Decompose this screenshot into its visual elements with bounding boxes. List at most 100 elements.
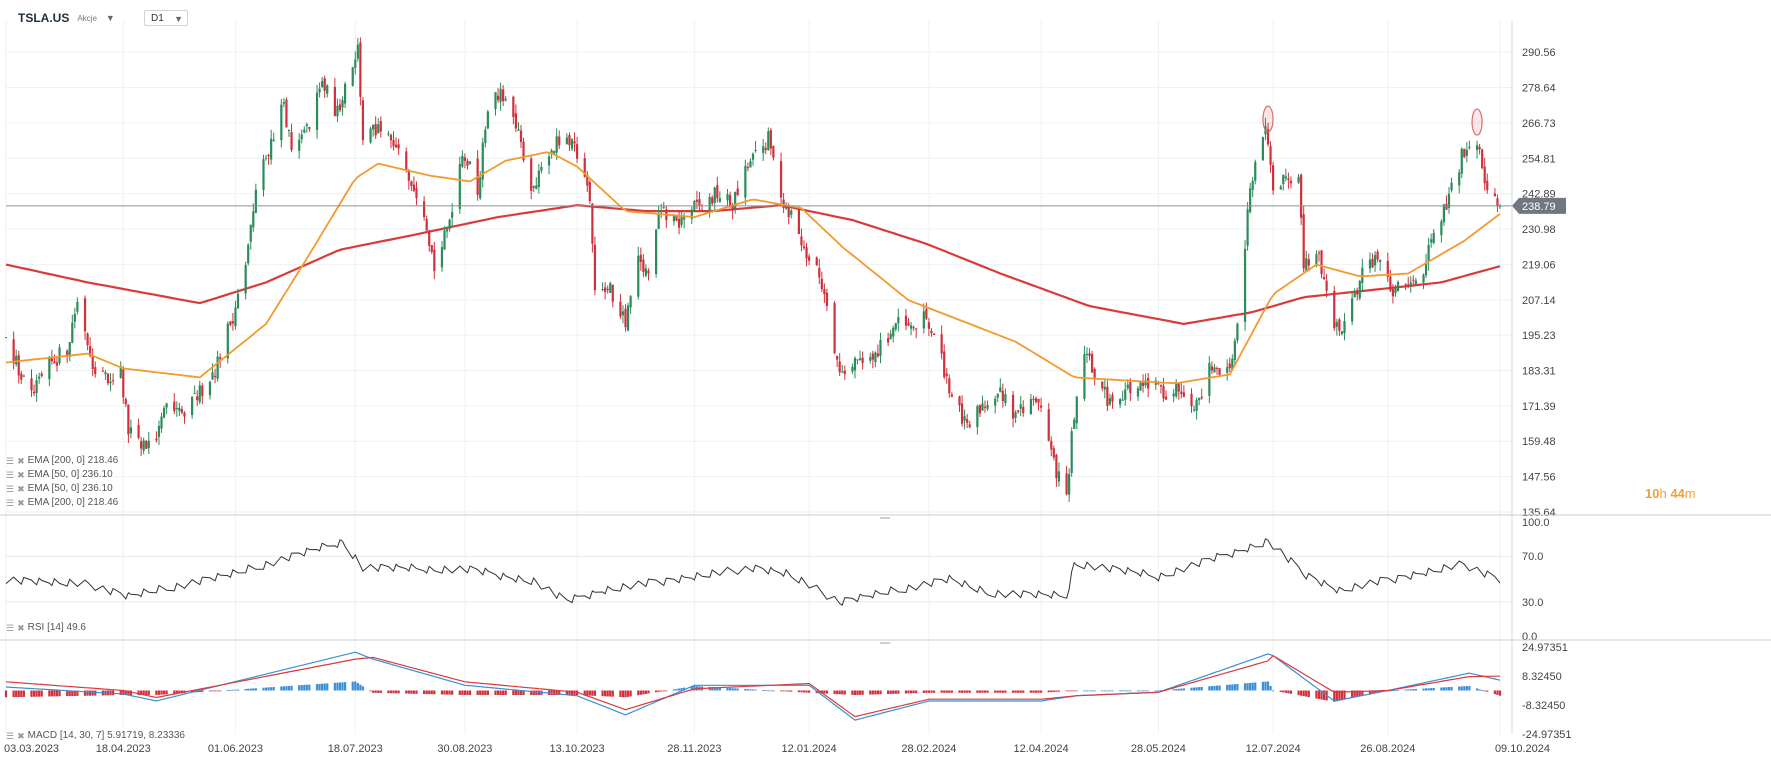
macd-histogram-bar: [1432, 687, 1435, 691]
candle-body: [522, 141, 525, 161]
macd-histogram-bar: [351, 681, 354, 691]
candle-body: [532, 185, 535, 188]
macd-histogram-bar: [213, 690, 217, 692]
macd-histogram-bar: [734, 688, 737, 691]
candle-body: [89, 346, 92, 356]
candle-body: [772, 146, 775, 158]
candle-body: [55, 362, 59, 366]
candle-body: [535, 185, 538, 189]
candle-body: [573, 141, 576, 144]
macd-histogram-bar: [1001, 690, 1004, 693]
candle-body: [785, 207, 788, 209]
candle-body: [853, 357, 857, 371]
macd-histogram-bar: [387, 690, 390, 694]
macd-histogram-bar: [907, 690, 910, 694]
legend-item[interactable]: ☰ ✖ EMA [50, 0] 236.10: [6, 468, 118, 482]
price-tick-label: 230.98: [1522, 224, 1556, 236]
candle-body: [565, 137, 568, 145]
candle-body: [1121, 399, 1124, 401]
candle-body: [280, 104, 283, 141]
macd-histogram-bar: [1157, 690, 1160, 692]
macd-histogram-bar: [925, 690, 928, 693]
countdown-h-unit: h: [1659, 486, 1667, 501]
candle-body: [1353, 292, 1356, 298]
candle-body: [451, 212, 454, 218]
candle-body: [1282, 174, 1285, 185]
candle-body: [1085, 353, 1089, 356]
macd-histogram-bar: [234, 689, 237, 691]
chevron-down-icon[interactable]: ▼: [105, 13, 115, 23]
macd-histogram-bar: [315, 684, 319, 691]
timeframe-select[interactable]: D1 ▼: [144, 10, 188, 26]
menu-icon[interactable]: ☰: [6, 456, 15, 466]
close-icon[interactable]: ✖: [17, 470, 25, 480]
legend-item[interactable]: ☰ ✖ EMA [200, 0] 218.46: [6, 454, 118, 468]
candle-body: [1157, 382, 1160, 384]
date-tick-label: 01.06.2023: [208, 743, 263, 755]
macd-histogram-bar: [966, 690, 969, 693]
macd-histogram-bar: [440, 690, 444, 695]
macd-histogram-bar: [1404, 689, 1407, 691]
menu-icon[interactable]: ☰: [6, 470, 15, 480]
macd-histogram-bar: [208, 690, 212, 692]
macd-histogram-bar: [1172, 689, 1175, 691]
close-icon[interactable]: ✖: [17, 456, 25, 466]
menu-icon[interactable]: ☰: [6, 623, 15, 633]
macd-histogram-bar: [915, 690, 918, 694]
macd-histogram-bar: [155, 690, 158, 696]
rsi-legend[interactable]: ☰ ✖ RSI [14] 49.6: [6, 621, 86, 635]
close-icon[interactable]: ✖: [17, 623, 25, 633]
menu-icon[interactable]: ☰: [6, 484, 15, 494]
macd-histogram-bar: [1427, 688, 1430, 691]
legend-text: EMA [200, 0] 218.46: [27, 455, 119, 466]
macd-histogram-bar: [1475, 688, 1479, 691]
macd-histogram-bar: [305, 684, 308, 691]
candle-body: [1243, 248, 1247, 322]
menu-icon[interactable]: ☰: [6, 498, 15, 508]
legend-item[interactable]: ☰ ✖ EMA [50, 0] 236.10: [6, 482, 118, 496]
macd-histogram-bar: [1440, 687, 1443, 691]
macd-histogram-bar: [231, 689, 235, 691]
candle-body: [790, 210, 793, 215]
candle-body: [1126, 384, 1129, 389]
candle-body: [35, 380, 38, 394]
instrument-header[interactable]: TSLA.US Akcje ▼: [18, 10, 115, 26]
price-tick-label: 254.81: [1522, 153, 1556, 165]
candle-body: [593, 244, 597, 291]
close-icon[interactable]: ✖: [17, 484, 25, 494]
macd-histogram-bar: [1057, 690, 1061, 692]
macd-histogram-bar: [359, 684, 362, 691]
candle-body: [165, 403, 168, 408]
countdown-minutes: 44: [1670, 486, 1685, 501]
price-tick-label: 171.39: [1522, 401, 1556, 413]
candle-body: [1175, 382, 1178, 397]
candle-body: [17, 355, 20, 376]
candle-body: [1198, 398, 1201, 401]
macd-histogram-bar: [1192, 687, 1196, 691]
candle-body: [754, 149, 757, 151]
candle-body: [1004, 394, 1007, 404]
candle-body: [270, 138, 273, 160]
legend-item[interactable]: ☰ ✖ EMA [200, 0] 218.46: [6, 496, 118, 510]
menu-icon[interactable]: ☰: [6, 731, 15, 741]
macd-histogram-bar: [583, 690, 586, 696]
candle-body: [1017, 410, 1020, 413]
close-icon[interactable]: ✖: [17, 498, 25, 508]
close-icon[interactable]: ✖: [17, 731, 25, 741]
macd-histogram-bar: [767, 690, 770, 692]
candle-body: [338, 104, 342, 111]
ema200-line-group: [5, 204, 1501, 325]
candle-body: [443, 230, 446, 250]
macd-histogram-bar: [963, 690, 966, 693]
candle-body: [1195, 399, 1198, 411]
price-tick-label: 266.73: [1522, 118, 1556, 130]
macd-histogram-bar: [711, 687, 714, 691]
macd-histogram-bar: [1463, 686, 1466, 691]
macd-histogram-bar: [249, 688, 252, 691]
candle-body: [38, 376, 41, 379]
macd-legend[interactable]: ☰ ✖ MACD [14, 30, 7] 5.91719, 8.23336: [6, 729, 185, 743]
macd-histogram-bar: [484, 690, 487, 696]
legend-text: EMA [50, 0] 236.10: [27, 483, 113, 494]
high-marker-circle: [1471, 108, 1483, 136]
